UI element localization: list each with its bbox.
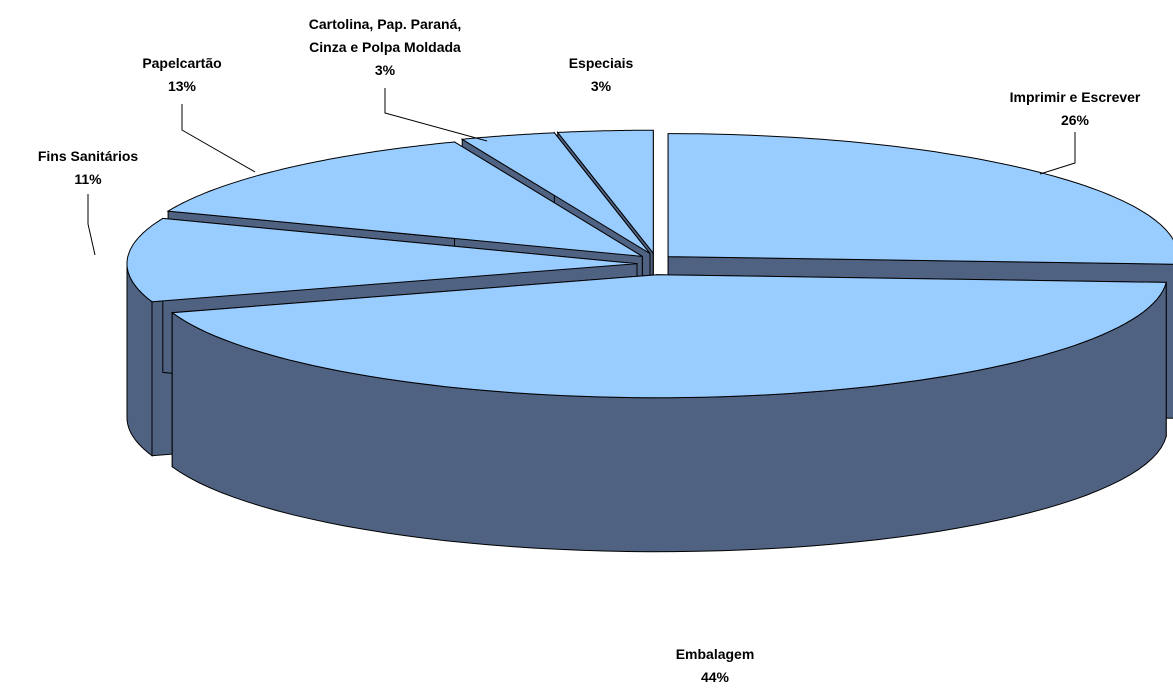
leader-line: [181, 104, 256, 173]
value-label: 13%: [167, 78, 197, 94]
category-label: Papelcartão: [142, 55, 222, 71]
category-label: Imprimir e Escrever: [1009, 89, 1141, 105]
slice: [166, 141, 643, 257]
leader-line: [1039, 132, 1076, 175]
category-label: Cartolina, Pap. Paraná, Cinza e Polpa Mo…: [308, 16, 462, 55]
slice-label: Especiais 3%: [569, 52, 634, 98]
slices: [126, 129, 1173, 553]
slice: [556, 129, 654, 255]
slice-label: Imprimir e Escrever 26%: [1010, 86, 1141, 132]
leader-line: [87, 194, 96, 256]
leader-line: [384, 88, 488, 142]
value-label: 3%: [374, 62, 396, 78]
slice-label: Fins Sanitários 11%: [38, 145, 138, 191]
slice: [126, 217, 638, 303]
slice-label: Cartolina, Pap. Paraná, Cinza e Polpa Mo…: [295, 13, 475, 82]
category-label: Especiais: [568, 55, 634, 71]
value-label: 3%: [590, 78, 612, 94]
value-label: 26%: [1060, 112, 1090, 128]
slice-label: Papelcartão 13%: [142, 52, 221, 98]
value-label: 11%: [74, 171, 102, 187]
slice: [170, 274, 1167, 399]
category-label: Fins Sanitários: [37, 148, 139, 164]
slice: [667, 133, 1173, 265]
slice-label: Embalagem 44%: [676, 643, 755, 689]
value-label: 44%: [700, 669, 730, 685]
category-label: Embalagem: [675, 646, 755, 662]
